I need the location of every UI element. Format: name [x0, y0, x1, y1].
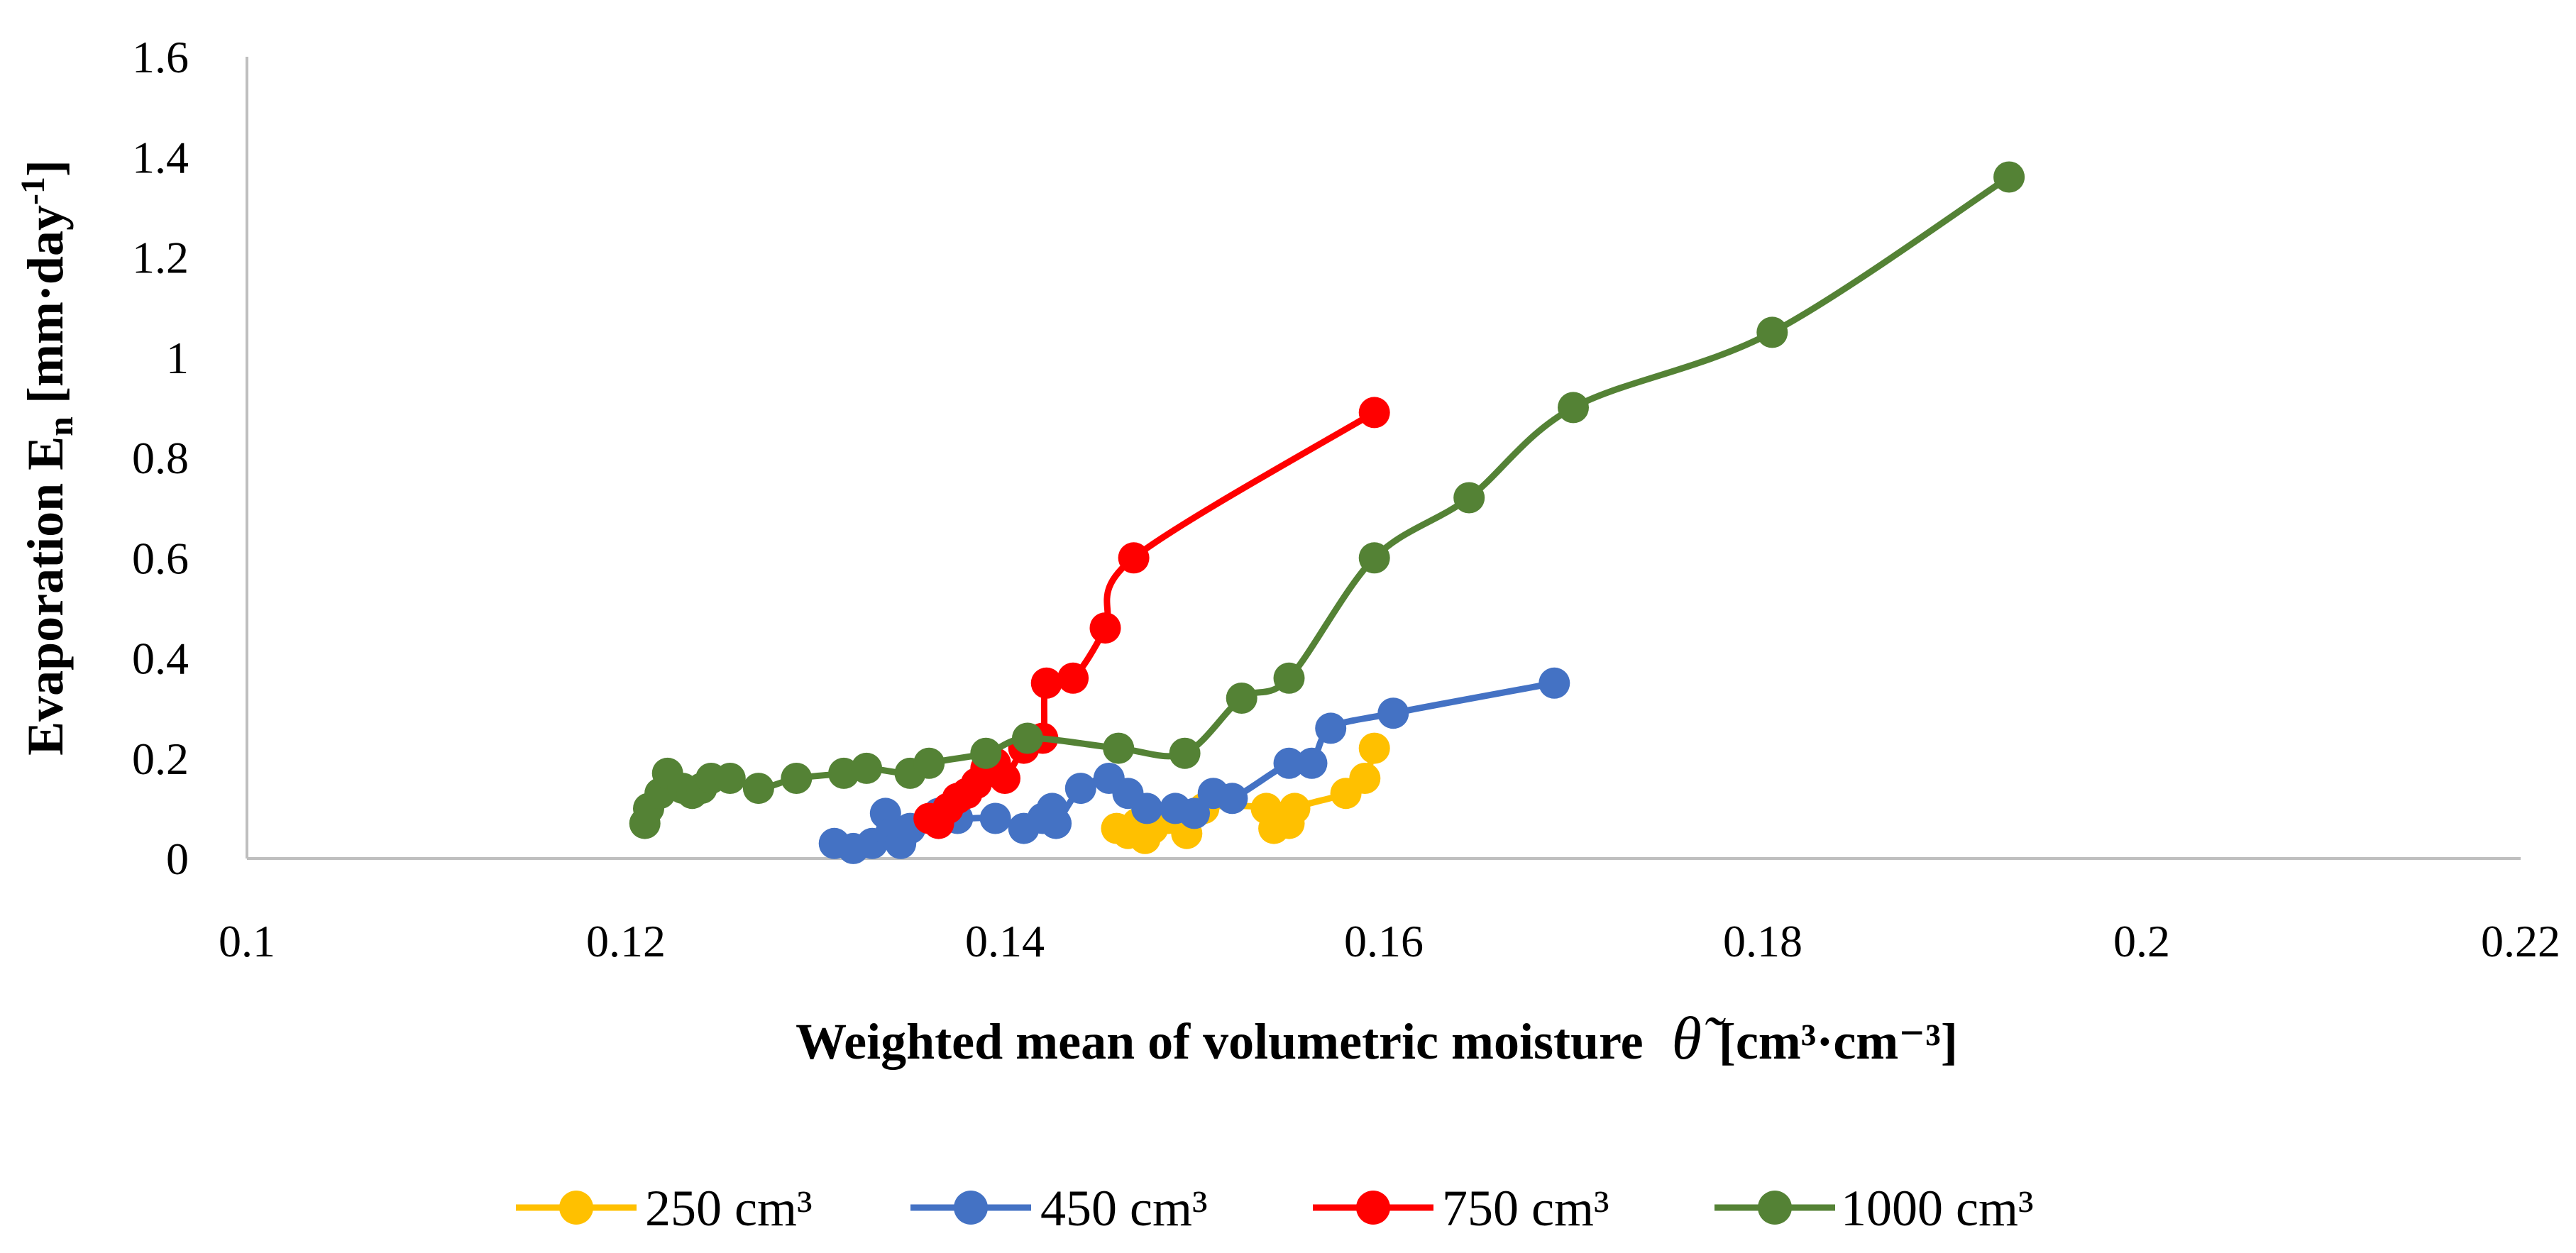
y-axis-title-units-close: ]: [17, 160, 74, 177]
legend-item: 1000 cm³: [1714, 1180, 2034, 1237]
data-point: [989, 763, 1020, 794]
data-point: [1539, 667, 1570, 699]
y-tick-label: 0.8: [132, 433, 189, 483]
y-axis-title-subscript: n: [40, 416, 80, 436]
data-point: [1226, 683, 1257, 714]
x-tick-labels: 0.1 0.12 0.14 0.16 0.18 0.2 0.22: [219, 916, 2560, 966]
data-point: [1064, 773, 1096, 805]
plot-area: [246, 57, 2521, 860]
data-point: [1131, 793, 1163, 824]
data-point: [714, 763, 746, 794]
data-point: [1358, 732, 1390, 764]
data-point: [1103, 732, 1135, 764]
data-point: [1756, 316, 1788, 348]
y-tick-label: 1: [166, 333, 189, 383]
x-tick-label: 0.14: [965, 916, 1045, 966]
legend-marker: [559, 1191, 593, 1225]
legend-marker: [954, 1191, 988, 1225]
legend-item: 250 cm³: [516, 1180, 813, 1237]
y-tick-labels: 0 0.2 0.4 0.6 0.8 1 1.2 1.4 1.6: [132, 32, 189, 884]
data-point: [1453, 482, 1485, 514]
y-tick-label: 1.6: [132, 32, 189, 82]
data-point: [1273, 662, 1305, 694]
x-tick-label: 0.18: [1723, 916, 1802, 966]
x-axis-title: Weighted mean of volumetric moisture θ̃ [c…: [796, 1004, 1958, 1072]
data-point: [1030, 667, 1062, 699]
data-point: [1358, 542, 1390, 574]
data-point: [1296, 747, 1328, 779]
data-point: [1179, 797, 1210, 829]
data-point: [1012, 722, 1043, 754]
data-point: [1315, 712, 1347, 744]
y-axis-title: Evaporation En [mm·day-1]: [14, 160, 80, 756]
legend-item: 750 cm³: [1313, 1180, 1609, 1237]
y-tick-label: 0: [166, 834, 189, 884]
x-tick-label: 0.12: [586, 916, 666, 966]
legend-label: 750 cm³: [1442, 1180, 1609, 1237]
y-tick-label: 1.2: [132, 233, 189, 283]
legend-item: 450 cm³: [910, 1180, 1208, 1237]
data-point: [970, 737, 1002, 769]
series-1000: [629, 161, 2025, 839]
data-point: [1057, 662, 1089, 694]
data-point: [1040, 807, 1072, 839]
data-point: [1216, 783, 1248, 815]
x-tick-label: 0.22: [2481, 916, 2560, 966]
data-point: [979, 802, 1011, 834]
data-point: [1118, 542, 1150, 574]
x-axis-title-units: [cm³·cm⁻³]: [1719, 1013, 1958, 1070]
data-point: [1993, 161, 2025, 193]
legend: 250 cm³ 450 cm³ 750 cm³ 1000 cm³: [516, 1180, 2034, 1237]
data-point: [1089, 612, 1121, 644]
y-axis-title-units-superscript: -1: [14, 177, 52, 205]
y-tick-label: 1.4: [132, 132, 189, 182]
data-point: [1279, 793, 1311, 824]
data-point: [1558, 392, 1589, 424]
x-axis-title-main: Weighted mean of volumetric moisture: [796, 1013, 1643, 1070]
data-point: [1349, 763, 1381, 794]
y-axis-title-units: [mm·day: [17, 205, 74, 404]
data-point: [781, 763, 813, 794]
y-tick-label: 0.2: [132, 734, 189, 784]
x-tick-label: 0.2: [2113, 916, 2170, 966]
legend-label: 1000 cm³: [1841, 1180, 2034, 1237]
data-point: [742, 773, 774, 805]
data-point: [913, 747, 945, 779]
data-point: [1169, 737, 1201, 769]
x-tick-label: 0.1: [219, 916, 275, 966]
data-point: [851, 752, 883, 784]
legend-marker: [1356, 1191, 1390, 1225]
legend-label: 450 cm³: [1040, 1180, 1208, 1237]
data-point: [1377, 697, 1409, 729]
series-layer: [629, 161, 2025, 864]
y-axis-title-main: Evaporation E: [17, 436, 74, 756]
legend-label: 250 cm³: [645, 1180, 813, 1237]
x-tick-label: 0.16: [1344, 916, 1424, 966]
data-point: [1273, 747, 1305, 779]
legend-marker: [1758, 1191, 1792, 1225]
data-point: [1358, 397, 1390, 429]
y-tick-label: 0.4: [132, 634, 189, 684]
y-tick-label: 0.6: [132, 533, 189, 583]
